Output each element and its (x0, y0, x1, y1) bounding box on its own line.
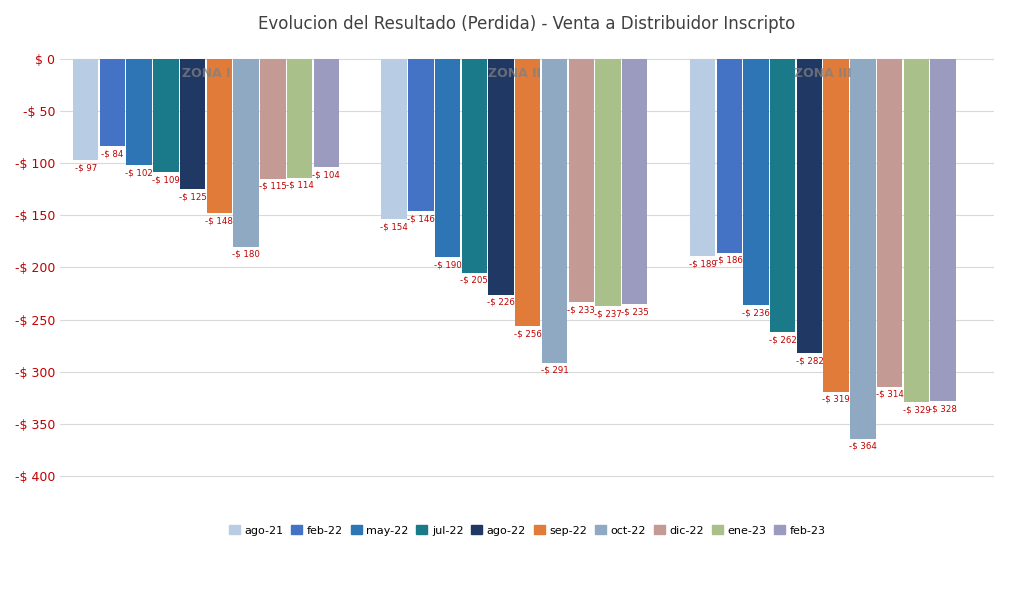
Text: -$ 233: -$ 233 (567, 305, 595, 314)
Text: -$ 148: -$ 148 (206, 216, 233, 225)
Bar (877, 59, 902, 386)
Bar (515, 59, 541, 326)
Bar (100, 59, 125, 146)
Bar (435, 59, 460, 257)
Bar (770, 59, 795, 332)
Text: -$ 314: -$ 314 (876, 390, 904, 399)
Text: -$ 235: -$ 235 (621, 307, 649, 316)
Text: ZONA I: ZONA I (182, 67, 230, 80)
Text: -$ 180: -$ 180 (232, 250, 260, 259)
Bar (797, 59, 822, 353)
Bar (542, 59, 567, 362)
Bar (260, 59, 286, 179)
Bar (488, 59, 514, 295)
Bar (73, 59, 99, 160)
Text: -$ 104: -$ 104 (313, 170, 340, 179)
Text: -$ 190: -$ 190 (434, 260, 461, 269)
Text: -$ 102: -$ 102 (125, 168, 153, 177)
Text: -$ 97: -$ 97 (75, 163, 97, 172)
Bar (622, 59, 648, 304)
Bar (180, 59, 205, 189)
Bar (461, 59, 487, 273)
Text: -$ 114: -$ 114 (286, 181, 314, 190)
Bar (287, 59, 312, 178)
Text: -$ 329: -$ 329 (902, 405, 930, 414)
Bar (716, 59, 742, 253)
Text: -$ 84: -$ 84 (101, 149, 123, 158)
Bar (690, 59, 715, 256)
Text: -$ 146: -$ 146 (407, 214, 435, 223)
Text: -$ 262: -$ 262 (769, 336, 797, 344)
Bar (568, 59, 594, 302)
Text: -$ 291: -$ 291 (541, 365, 568, 375)
Bar (408, 59, 434, 211)
Text: -$ 256: -$ 256 (514, 329, 542, 338)
Text: ZONA III: ZONA III (794, 67, 852, 80)
Bar (153, 59, 179, 173)
Bar (904, 59, 929, 402)
Bar (595, 59, 621, 306)
Text: -$ 319: -$ 319 (822, 395, 850, 404)
Text: -$ 236: -$ 236 (742, 308, 770, 317)
Text: -$ 237: -$ 237 (594, 309, 622, 318)
Bar (744, 59, 769, 305)
Bar (381, 59, 407, 220)
Text: -$ 226: -$ 226 (487, 298, 515, 307)
Text: -$ 115: -$ 115 (259, 182, 287, 191)
Bar (930, 59, 956, 401)
Bar (207, 59, 232, 213)
Bar (233, 59, 258, 247)
Title: Evolucion del Resultado (Perdida) - Venta a Distribuidor Inscripto: Evolucion del Resultado (Perdida) - Vent… (258, 15, 796, 33)
Text: -$ 154: -$ 154 (380, 223, 408, 232)
Text: ZONA II: ZONA II (487, 67, 541, 80)
Text: -$ 189: -$ 189 (689, 259, 716, 268)
Text: -$ 205: -$ 205 (460, 276, 488, 285)
Bar (314, 59, 339, 167)
Text: -$ 109: -$ 109 (152, 176, 180, 184)
Bar (126, 59, 151, 165)
Text: -$ 328: -$ 328 (929, 404, 958, 413)
Bar (823, 59, 849, 392)
Text: -$ 364: -$ 364 (849, 442, 877, 451)
Bar (851, 59, 876, 439)
Text: -$ 282: -$ 282 (795, 356, 823, 365)
Text: -$ 186: -$ 186 (715, 256, 744, 265)
Legend: ago-21, feb-22, may-22, jul-22, ago-22, sep-22, oct-22, dic-22, ene-23, feb-23: ago-21, feb-22, may-22, jul-22, ago-22, … (224, 521, 830, 540)
Text: -$ 125: -$ 125 (179, 192, 207, 201)
